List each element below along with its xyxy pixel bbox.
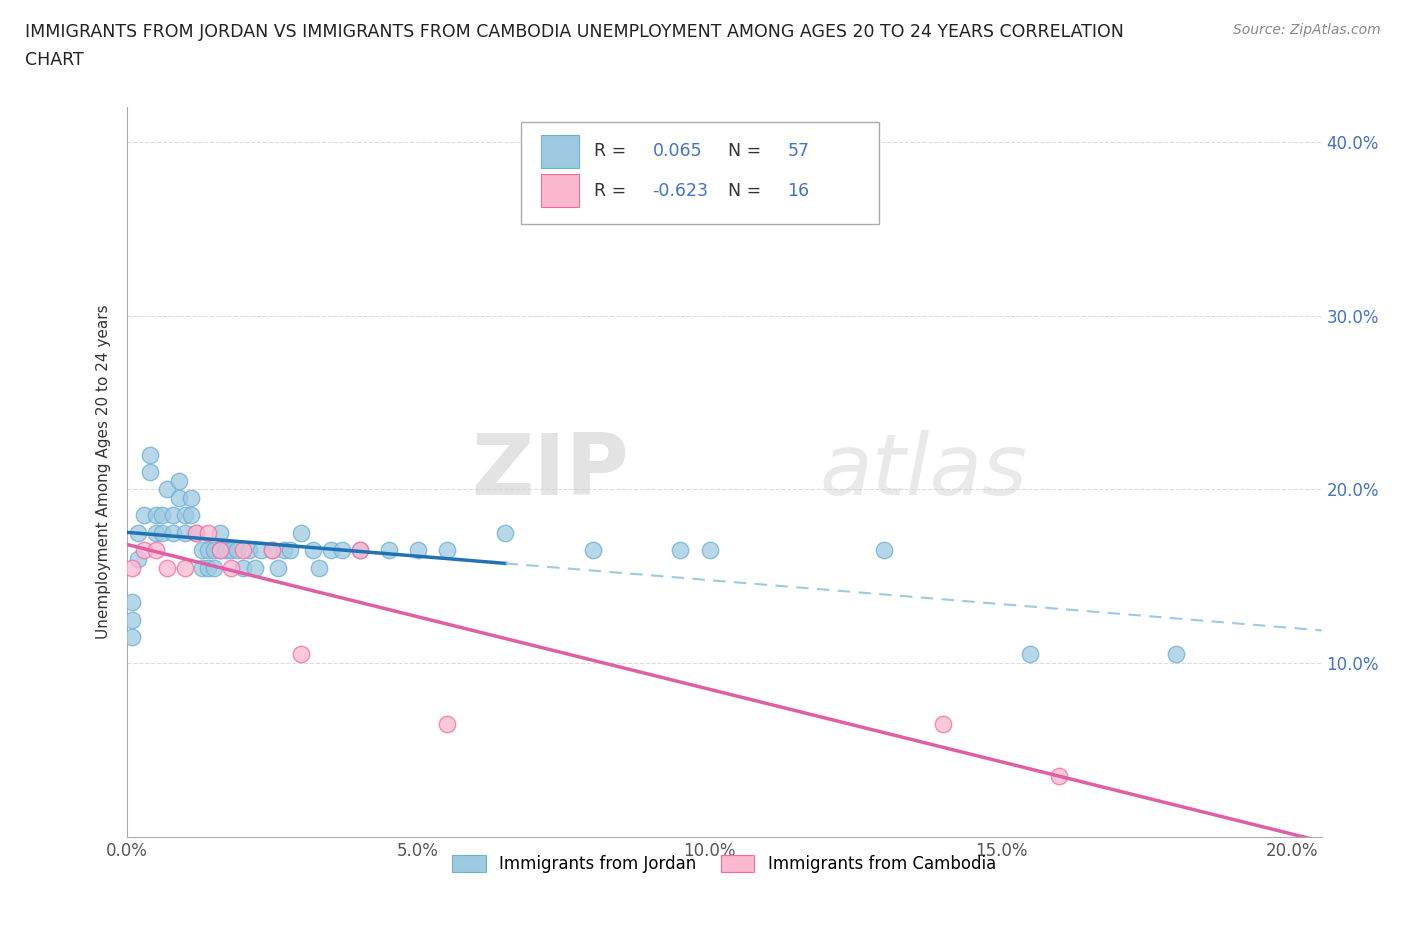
Point bbox=[132, 508, 155, 523]
Text: IMMIGRANTS FROM JORDAN VS IMMIGRANTS FROM CAMBODIA UNEMPLOYMENT AMONG AGES 20 TO: IMMIGRANTS FROM JORDAN VS IMMIGRANTS FRO… bbox=[25, 23, 1125, 41]
Point bbox=[262, 543, 284, 558]
Text: Source: ZipAtlas.com: Source: ZipAtlas.com bbox=[1233, 23, 1381, 37]
Bar bbox=[541, 135, 579, 167]
Bar bbox=[541, 174, 579, 207]
Point bbox=[121, 560, 143, 575]
Point bbox=[139, 465, 162, 480]
Point bbox=[1164, 647, 1187, 662]
Legend: Immigrants from Jordan, Immigrants from Cambodia: Immigrants from Jordan, Immigrants from … bbox=[446, 848, 1002, 880]
Point bbox=[1019, 647, 1042, 662]
Text: R =: R = bbox=[593, 142, 626, 161]
Point bbox=[290, 647, 312, 662]
Point bbox=[186, 525, 208, 540]
Point bbox=[243, 560, 266, 575]
Point bbox=[319, 543, 342, 558]
Point bbox=[436, 543, 458, 558]
Point bbox=[582, 543, 605, 558]
Point bbox=[208, 543, 231, 558]
Point bbox=[156, 560, 179, 575]
Point bbox=[162, 508, 184, 523]
Point bbox=[931, 717, 953, 732]
Point bbox=[238, 543, 260, 558]
Point bbox=[150, 508, 173, 523]
Point bbox=[302, 543, 325, 558]
Point bbox=[150, 525, 173, 540]
Text: CHART: CHART bbox=[25, 51, 84, 69]
Point bbox=[267, 560, 290, 575]
Point bbox=[249, 543, 271, 558]
Text: N =: N = bbox=[728, 182, 761, 200]
Point bbox=[173, 508, 195, 523]
Point bbox=[145, 508, 167, 523]
Text: 57: 57 bbox=[787, 142, 810, 161]
Point bbox=[127, 525, 149, 540]
Point bbox=[232, 560, 254, 575]
Point bbox=[208, 543, 231, 558]
Point bbox=[226, 543, 249, 558]
Point bbox=[162, 525, 184, 540]
Point bbox=[145, 543, 167, 558]
Text: ZIP: ZIP bbox=[471, 431, 628, 513]
Point bbox=[873, 543, 896, 558]
Text: 0.065: 0.065 bbox=[652, 142, 702, 161]
Text: 16: 16 bbox=[787, 182, 810, 200]
Point bbox=[167, 491, 190, 506]
Point bbox=[202, 560, 225, 575]
Point bbox=[262, 543, 284, 558]
Point bbox=[197, 525, 219, 540]
Point bbox=[127, 551, 149, 566]
Y-axis label: Unemployment Among Ages 20 to 24 years: Unemployment Among Ages 20 to 24 years bbox=[96, 305, 111, 639]
Point bbox=[197, 560, 219, 575]
Point bbox=[191, 560, 214, 575]
Point bbox=[145, 525, 167, 540]
Point bbox=[197, 543, 219, 558]
Point bbox=[180, 508, 202, 523]
Point bbox=[191, 543, 214, 558]
Point bbox=[495, 525, 517, 540]
Point bbox=[180, 491, 202, 506]
Text: atlas: atlas bbox=[820, 431, 1028, 513]
Point bbox=[132, 543, 155, 558]
Point bbox=[1047, 769, 1070, 784]
Point bbox=[214, 543, 236, 558]
Point bbox=[669, 543, 692, 558]
Point bbox=[406, 543, 429, 558]
Point bbox=[290, 525, 312, 540]
Text: -0.623: -0.623 bbox=[652, 182, 709, 200]
Point bbox=[139, 447, 162, 462]
Point bbox=[378, 543, 401, 558]
Point bbox=[173, 525, 195, 540]
Point bbox=[221, 543, 243, 558]
Point bbox=[173, 560, 195, 575]
Text: R =: R = bbox=[593, 182, 626, 200]
FancyBboxPatch shape bbox=[520, 122, 880, 224]
Point bbox=[221, 560, 243, 575]
Point bbox=[349, 543, 371, 558]
Point bbox=[167, 473, 190, 488]
Point bbox=[273, 543, 295, 558]
Point bbox=[699, 543, 721, 558]
Point bbox=[278, 543, 301, 558]
Point bbox=[121, 630, 143, 644]
Point bbox=[202, 543, 225, 558]
Point bbox=[156, 482, 179, 497]
Point bbox=[208, 525, 231, 540]
Point bbox=[330, 543, 353, 558]
Point bbox=[186, 525, 208, 540]
Point bbox=[308, 560, 330, 575]
Point bbox=[349, 543, 371, 558]
Text: N =: N = bbox=[728, 142, 761, 161]
Point bbox=[121, 612, 143, 627]
Point bbox=[436, 717, 458, 732]
Point bbox=[232, 543, 254, 558]
Point bbox=[121, 595, 143, 610]
